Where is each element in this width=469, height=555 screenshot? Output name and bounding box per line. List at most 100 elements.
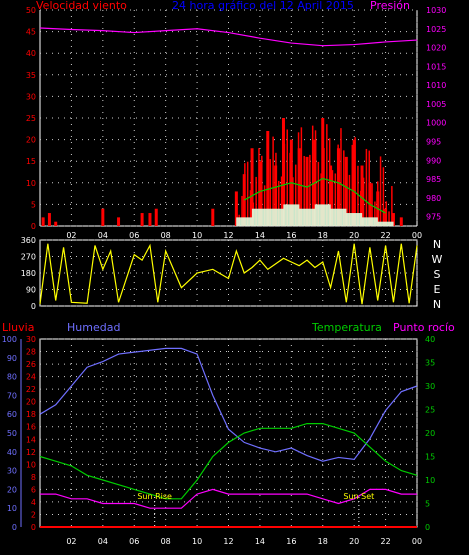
p1-y-left-tick: 30 <box>26 92 36 101</box>
pressure-title: Presión <box>370 0 410 12</box>
rain-tick: 20 <box>26 398 36 407</box>
p1-y-left-tick: 25 <box>26 114 36 123</box>
humidity-line <box>39 347 418 462</box>
p2-marks <box>39 243 418 305</box>
wind-title: Velocidad viento <box>36 0 127 12</box>
rain-tick: 30 <box>26 335 36 344</box>
p1-x-tick: 20 <box>349 231 359 240</box>
rain-tick: 22 <box>26 385 36 394</box>
temperature-tick: 20 <box>425 429 435 438</box>
p1-y-right-tick: 980 <box>426 194 441 203</box>
wind-avg-bar <box>267 208 284 226</box>
p2-y-tick: 180 <box>21 269 36 278</box>
p1-x-tick: 04 <box>98 231 108 240</box>
p3-x-tick: 18 <box>318 537 328 546</box>
p1-y-right-tick: 995 <box>426 137 441 146</box>
p1-x-tick: 08 <box>161 231 171 240</box>
rain-tick: 28 <box>26 348 36 357</box>
p3-x-tick: 08 <box>161 537 171 546</box>
rain-tick: 6 <box>31 485 36 494</box>
humidity-temperature-panel: 02 04 06 08 10 12 14 16 18 20 22 000102030405060708… <box>2 335 435 546</box>
humidity-tick: 40 <box>7 448 17 457</box>
humidity-tick: 50 <box>7 429 17 438</box>
p2-y-tick: 90 <box>26 286 36 295</box>
p2-y-tick: 360 <box>21 236 36 245</box>
p1-y-right-tick: 975 <box>426 213 441 222</box>
p3-grid: 02 04 06 08 10 12 14 16 18 20 22 000102030405060708… <box>2 335 435 546</box>
temperature-tick: 40 <box>425 335 435 344</box>
temperature-tick: 30 <box>425 382 435 391</box>
rain-tick: 18 <box>26 410 36 419</box>
p3-x-tick: 00 <box>412 537 422 546</box>
sun-rise-label: Sun Rise <box>137 492 172 501</box>
temperature-label: Temperatura <box>311 321 382 334</box>
p3-x-tick: 14 <box>255 537 265 546</box>
temperature-tick: 0 <box>425 523 430 532</box>
rain-tick: 4 <box>31 498 36 507</box>
p1-y-left-tick: 20 <box>26 136 36 145</box>
p1-x-tick: 16 <box>286 231 296 240</box>
p1-y-left-tick: 40 <box>26 49 36 58</box>
p3-x-tick: 02 <box>66 537 76 546</box>
p1-y-left-tick: 5 <box>31 200 36 209</box>
p1-y-right-tick: 990 <box>426 156 441 165</box>
humidity-tick: 0 <box>12 523 17 532</box>
p1-x-tick: 18 <box>318 231 328 240</box>
rain-tick: 24 <box>26 373 36 382</box>
wind-avg-bar <box>330 208 347 226</box>
wind-avg-bar <box>236 217 253 226</box>
humidity-tick: 20 <box>7 485 17 494</box>
p1-x-tick: 00 <box>412 231 422 240</box>
temperature-tick: 15 <box>425 453 435 462</box>
humidity-tick: 70 <box>7 391 17 400</box>
humidity-tick: 30 <box>7 467 17 476</box>
humidity-tick: 100 <box>2 335 17 344</box>
p2-y-tick: 270 <box>21 253 36 262</box>
p1-y-left-tick: 50 <box>26 6 36 15</box>
pressure-line <box>39 27 418 47</box>
compass-letter: S <box>434 268 441 281</box>
p1-y-right-tick: 1000 <box>426 119 446 128</box>
p1-x-tick: 02 <box>66 231 76 240</box>
p1-y-right-tick: 1025 <box>426 25 446 34</box>
humidity-tick: 10 <box>7 504 17 513</box>
dewpoint-label: Punto rocío <box>393 321 455 334</box>
temperature-tick: 35 <box>425 359 435 368</box>
p1-y-right-tick: 1005 <box>426 100 446 109</box>
p1-x-tick: 10 <box>192 231 202 240</box>
p3-x-tick: 04 <box>98 537 108 546</box>
p1-x-tick: 14 <box>255 231 265 240</box>
wind-direction-line <box>39 243 418 305</box>
wind-avg-bar <box>377 221 394 226</box>
wind-avg-line <box>243 177 386 214</box>
p3-x-tick: 10 <box>192 537 202 546</box>
wind-avg-bar <box>283 204 300 226</box>
p1-x-tick: 22 <box>380 231 390 240</box>
p2-y-tick: 0 <box>31 302 36 311</box>
temperature-line <box>39 423 418 500</box>
rain-tick: 8 <box>31 473 36 482</box>
p1-x-tick: 06 <box>129 231 139 240</box>
p1-y-right-tick: 1010 <box>426 81 446 90</box>
humidity-tick: 90 <box>7 354 17 363</box>
humidity-tick: 80 <box>7 373 17 382</box>
p3-marks <box>39 347 418 528</box>
wind-avg-bar <box>251 208 268 226</box>
wind-avg-bar <box>361 217 378 226</box>
compass-letter: N <box>433 238 441 251</box>
wind-pressure-panel: 02 04 06 08 10 12 14 16 18 20 22 000510152025303540… <box>26 6 447 240</box>
graph-title: 24 hora gráfico del 12 April 2015 <box>172 0 354 12</box>
p3-x-tick: 06 <box>129 537 139 546</box>
p3-x-tick: 22 <box>380 537 390 546</box>
p1-y-right-tick: 1020 <box>426 44 446 53</box>
p1-x-tick: 12 <box>223 231 233 240</box>
p1-marks <box>39 27 418 226</box>
sun-set-label: Sun Set <box>343 492 374 501</box>
p1-y-left-tick: 0 <box>31 222 36 231</box>
rain-tick: 2 <box>31 510 36 519</box>
compass-letter: N <box>433 298 441 311</box>
p1-y-right-tick: 1030 <box>426 6 446 15</box>
